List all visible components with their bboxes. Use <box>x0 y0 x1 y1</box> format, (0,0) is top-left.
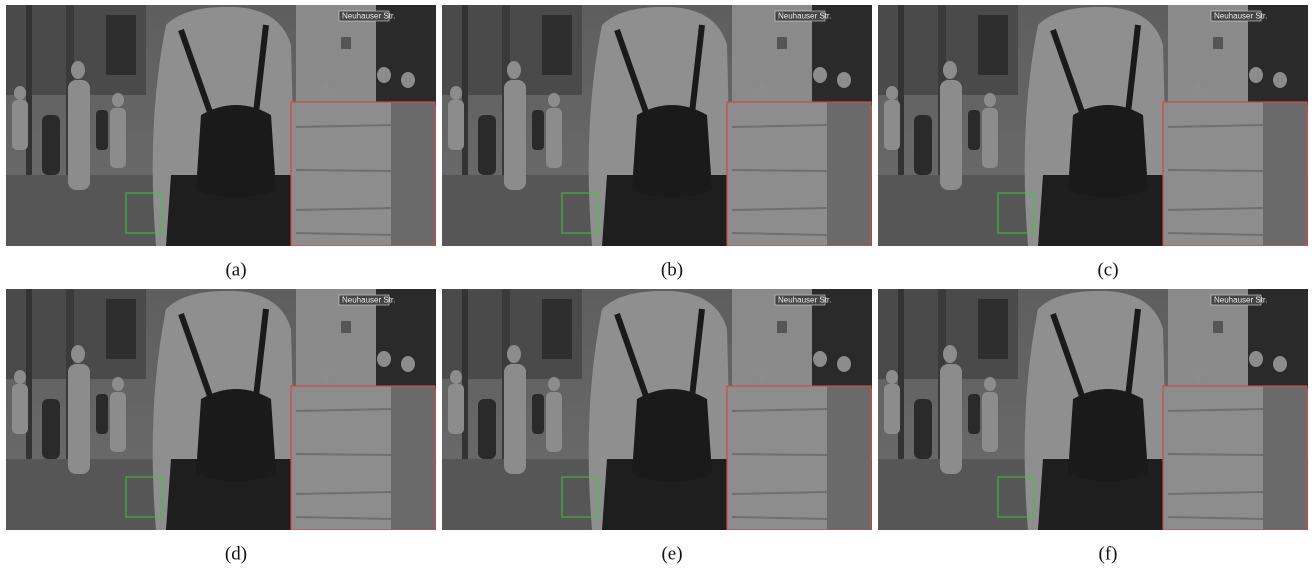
panel-caption: (c) <box>1097 259 1118 280</box>
image-panel: Neuhauser Str. <box>442 5 872 246</box>
scene-image <box>878 5 1308 246</box>
scene-image <box>442 5 872 246</box>
scene-image <box>878 289 1308 530</box>
image-panel: Neuhauser Str. <box>6 289 436 530</box>
image-panel: Neuhauser Str. <box>6 5 436 246</box>
sign-text: Neuhauser Str. <box>778 12 831 21</box>
panel-caption: (f) <box>1099 543 1118 564</box>
sign-text: Neuhauser Str. <box>1214 296 1267 305</box>
sign-text: Neuhauser Str. <box>1214 12 1267 21</box>
panel-caption: (e) <box>661 543 682 564</box>
panel-caption: (d) <box>225 543 247 564</box>
sign-text: Neuhauser Str. <box>342 296 395 305</box>
panel-caption: (a) <box>225 259 246 280</box>
image-panel: Neuhauser Str. <box>878 289 1308 530</box>
panel-caption: (b) <box>661 259 683 280</box>
image-panel: Neuhauser Str. <box>878 5 1308 246</box>
sign-text: Neuhauser Str. <box>778 296 831 305</box>
scene-image <box>6 5 436 246</box>
figure: Neuhauser Str. (a) Neuhauser Str. (b) Neuhau… <box>0 0 1312 568</box>
scene-image <box>442 289 872 530</box>
image-panel: Neuhauser Str. <box>442 289 872 530</box>
sign-text: Neuhauser Str. <box>342 12 395 21</box>
scene-image <box>6 289 436 530</box>
